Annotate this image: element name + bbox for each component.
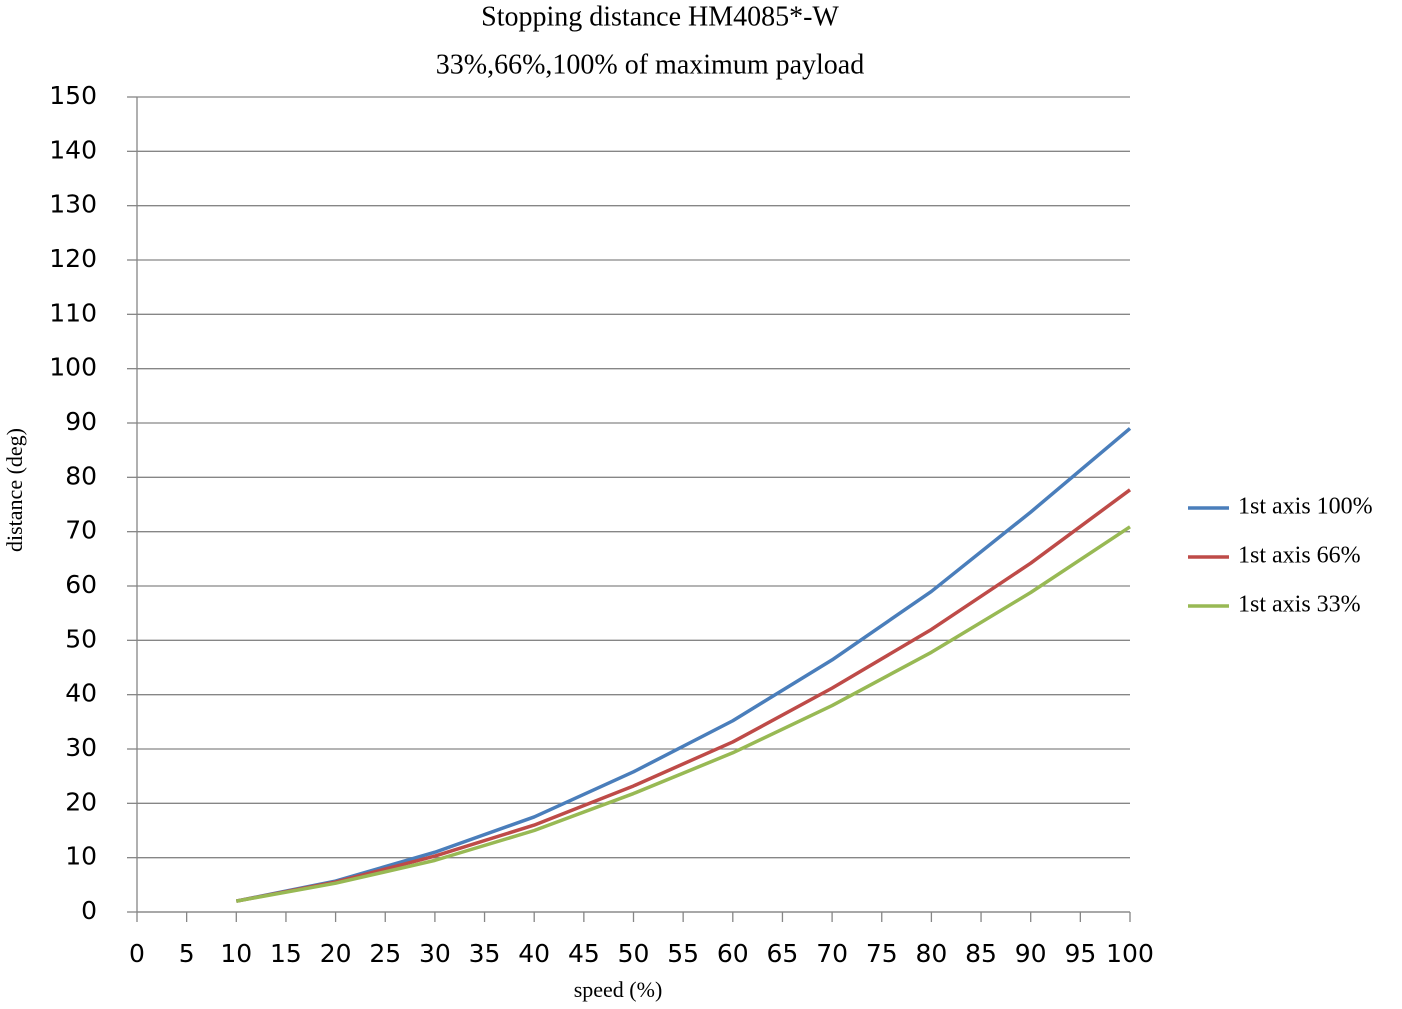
x-tick-label: 0 bbox=[129, 939, 145, 968]
y-tick-label: 60 bbox=[65, 570, 97, 599]
y-tick-label: 120 bbox=[49, 244, 97, 273]
y-tick-label: 50 bbox=[65, 624, 97, 653]
x-tick-label: 50 bbox=[618, 939, 650, 968]
x-tick-label: 95 bbox=[1064, 939, 1096, 968]
x-tick-label: 10 bbox=[220, 939, 252, 968]
series-line bbox=[235, 488, 1132, 903]
x-tick-label: 70 bbox=[816, 939, 848, 968]
x-tick-label: 75 bbox=[866, 939, 898, 968]
x-tick-label: 15 bbox=[270, 939, 302, 968]
x-tick-label: 35 bbox=[469, 939, 501, 968]
series-line bbox=[235, 525, 1131, 903]
y-tick-label: 40 bbox=[65, 679, 97, 708]
x-tick-label: 90 bbox=[1015, 939, 1047, 968]
y-tick-label: 150 bbox=[49, 81, 97, 110]
y-tick-label: 0 bbox=[81, 896, 97, 925]
legend-label: 1st axis 100% bbox=[1238, 494, 1373, 520]
y-tick-label: 10 bbox=[65, 842, 97, 871]
x-tick-label: 55 bbox=[667, 939, 699, 968]
legend-label: 1st axis 66% bbox=[1238, 543, 1361, 569]
legend-label: 1st axis 33% bbox=[1238, 592, 1361, 618]
x-tick-label: 5 bbox=[179, 939, 195, 968]
y-tick-label: 30 bbox=[65, 733, 97, 762]
x-tick-label: 60 bbox=[717, 939, 749, 968]
y-tick-label: 90 bbox=[65, 407, 97, 436]
x-tick-label: 25 bbox=[369, 939, 401, 968]
x-tick-label: 45 bbox=[568, 939, 600, 968]
x-tick-label: 65 bbox=[767, 939, 799, 968]
x-tick-label: 40 bbox=[518, 939, 550, 968]
series-line bbox=[235, 427, 1132, 903]
chart-subtitle: 33%,66%,100% of maximum payload bbox=[436, 49, 864, 80]
chart-title: Stopping distance HM4085*-W bbox=[481, 1, 839, 32]
x-tick-label: 80 bbox=[915, 939, 947, 968]
x-tick-label: 30 bbox=[419, 939, 451, 968]
y-tick-label: 130 bbox=[49, 190, 97, 219]
y-tick-label: 100 bbox=[49, 353, 97, 382]
y-tick-label: 70 bbox=[65, 516, 97, 545]
y-tick-label: 20 bbox=[65, 787, 97, 816]
x-axis-title: speed (%) bbox=[574, 977, 663, 1002]
y-tick-label: 110 bbox=[49, 298, 97, 327]
y-tick-label: 140 bbox=[49, 135, 97, 164]
y-axis-title: distance (deg) bbox=[2, 428, 27, 552]
x-tick-label: 20 bbox=[320, 939, 352, 968]
y-tick-label: 80 bbox=[65, 461, 97, 490]
x-tick-label: 100 bbox=[1106, 939, 1154, 968]
x-tick-label: 85 bbox=[965, 939, 997, 968]
